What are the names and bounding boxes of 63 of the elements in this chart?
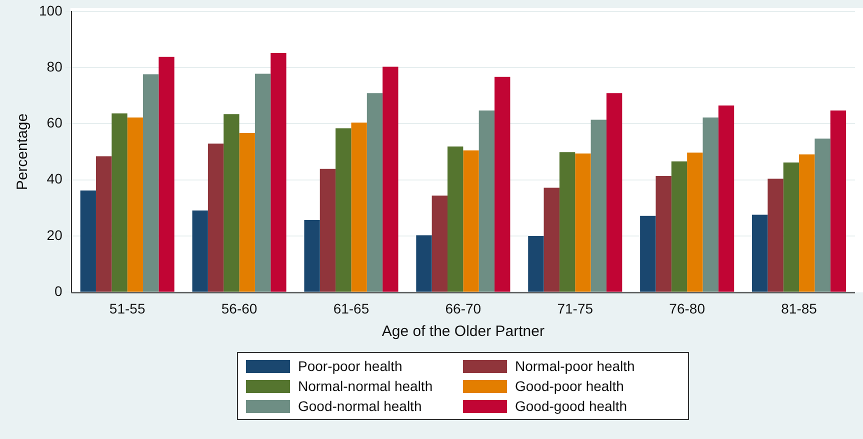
bar [590,120,606,292]
x-axis-title: Age of the Older Partner [382,323,544,340]
bar [208,144,224,292]
bar [416,235,432,292]
y-tick-label: 60 [46,114,63,131]
bar [463,150,479,292]
y-axis-title: Percentage [14,113,32,190]
legend-label: Good-good health [515,398,628,414]
bar [224,114,240,292]
bar [304,220,320,292]
bar [494,76,510,292]
y-tick-label: 100 [39,2,63,18]
x-tick-label: 61-65 [333,300,370,316]
legend-label: Poor-poor health [298,358,402,374]
bar [382,66,398,292]
bar [351,122,367,292]
legend-label: Good-poor health [515,378,624,394]
bar [270,52,286,292]
y-tick-label: 20 [46,226,63,243]
bar [640,216,656,292]
bar [799,154,815,292]
x-tick-label: 76-80 [669,300,706,316]
legend-label: Good-normal health [298,398,422,414]
bar [768,178,784,292]
bar [606,93,622,292]
bar [192,210,208,292]
x-tick-label: 56-60 [221,300,258,316]
x-tick-label: 51-55 [109,300,146,316]
bar [80,190,96,292]
bar [432,196,448,292]
bar [783,162,800,292]
y-tick-label: 80 [46,58,63,74]
bar [575,153,591,292]
x-tick-label: 66-70 [445,300,482,316]
bar [752,214,768,292]
bar [671,161,688,292]
bar [718,105,734,292]
y-tick-label: 40 [46,170,63,187]
bar [127,118,144,292]
bar [239,132,255,292]
bar [96,156,112,292]
bar [814,138,830,292]
bar [366,93,383,292]
bar [830,110,846,292]
bar [143,74,159,292]
bar [544,188,560,292]
y-tick-label: 0 [54,283,63,300]
bar [656,176,672,292]
bar [112,113,128,292]
bar [702,118,718,292]
bar [687,152,703,292]
bar [158,56,174,292]
bar [448,146,464,292]
bar [320,168,336,292]
x-tick-label: 81-85 [781,300,818,316]
legend-label: Normal-poor health [515,358,635,374]
bar [336,128,352,292]
bar [254,74,271,292]
x-tick-label: 71-75 [557,300,594,316]
bar [478,110,495,292]
legend-label: Normal-normal health [298,378,433,394]
bar [528,236,544,292]
bar [559,152,576,292]
